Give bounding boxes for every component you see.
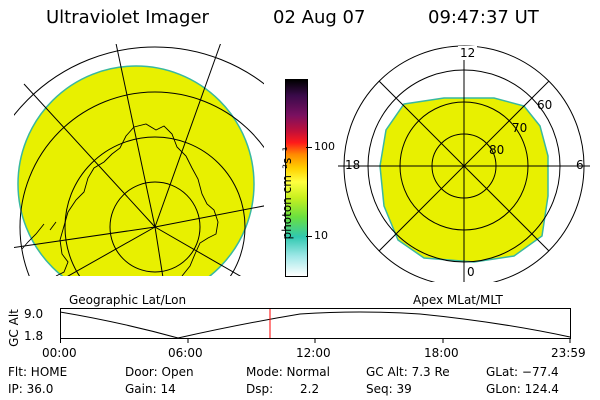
mlat-label-70: 70 — [512, 121, 528, 135]
sequence-number: Seq: 39 — [366, 382, 412, 396]
timeline-xtick-2359: 23:59 — [551, 346, 586, 360]
lon-line — [115, 44, 156, 228]
mlt-label-18: 18 — [345, 158, 361, 172]
altitude-curve — [60, 311, 571, 339]
gain-value: Gain: 14 — [125, 382, 176, 396]
geographic-map — [14, 44, 264, 276]
lat-circle — [14, 46, 264, 116]
mlat-label-80: 80 — [489, 143, 505, 157]
mlt-label-0: 0 — [465, 265, 477, 279]
gc-altitude: GC Alt: 7.3 Re — [366, 365, 450, 379]
magnetic-polar-plot — [338, 45, 590, 282]
geo-latitude: GLat: −77.4 — [486, 365, 559, 379]
timeline-xtick-0000: 00:00 — [42, 346, 77, 360]
timeline-xtick-1800: 18:00 — [424, 346, 459, 360]
door-status: Door: Open — [125, 365, 194, 379]
lon-line — [154, 226, 164, 276]
lon-line — [154, 205, 264, 228]
dsp-label: Dsp: — [246, 382, 274, 396]
mlt-label-12: 12 — [458, 46, 478, 60]
timeline-ytick-low: 1.8 — [24, 329, 44, 343]
timeline-xtick-0600: 06:00 — [168, 346, 203, 360]
peninsula-outline — [21, 221, 57, 250]
geo-longitude: GLon: 124.4 — [486, 382, 559, 396]
altitude-timeline — [60, 308, 571, 343]
emission-disk-left — [17, 65, 255, 276]
timeline-axis-label: GC Alt — [7, 309, 21, 347]
lat-circle — [19, 91, 264, 276]
timeline-ytick-high: 9.0 — [24, 307, 44, 321]
lat-circle — [64, 136, 246, 276]
colorbar-tick-mark — [306, 147, 312, 148]
colorbar-tick-mark — [306, 236, 312, 237]
timeline-xtick-1200: 12:00 — [296, 346, 331, 360]
colorbar-tick-100: 100 — [314, 140, 335, 153]
left-panel-caption: Geographic Lat/Lon — [69, 293, 187, 307]
lon-line — [23, 83, 156, 228]
colorbar-tick-10: 10 — [314, 229, 328, 242]
lon-line — [154, 226, 242, 276]
flight-mode: Flt: HOME — [8, 365, 68, 379]
instrument-title: Ultraviolet Imager — [46, 7, 209, 28]
colorbar-unit-label: photon cm⁻²s⁻¹ — [280, 146, 294, 240]
mode-value: Mode: Normal — [246, 365, 330, 379]
mlat-label-60: 60 — [537, 98, 553, 112]
lon-line — [67, 226, 156, 276]
ip-value: IP: 36.0 — [8, 382, 54, 396]
mlt-line — [378, 80, 550, 252]
mlt-label-6: 6 — [576, 158, 584, 172]
lat-circle — [109, 181, 201, 273]
right-panel-caption: Apex MLat/MLT — [413, 293, 503, 307]
lon-line — [14, 226, 156, 249]
dsp-value: 2.2 — [300, 382, 320, 396]
colorbar — [285, 79, 308, 277]
date-label: 02 Aug 07 — [273, 7, 366, 28]
continent-outline — [55, 123, 219, 276]
lon-line — [154, 44, 221, 228]
time-label: 09:47:37 UT — [428, 7, 539, 28]
